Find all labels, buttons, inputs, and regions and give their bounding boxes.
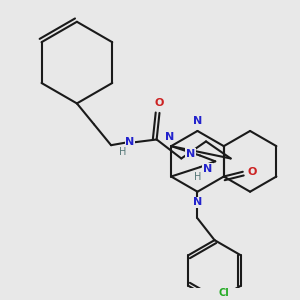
Text: H: H <box>119 147 126 157</box>
Text: H: H <box>194 172 202 182</box>
Text: Cl: Cl <box>218 288 229 298</box>
Text: O: O <box>155 98 164 108</box>
Text: O: O <box>248 167 257 177</box>
Text: N: N <box>203 164 212 174</box>
Text: N: N <box>186 148 195 159</box>
Text: N: N <box>165 132 174 142</box>
Text: N: N <box>193 116 202 127</box>
Text: N: N <box>193 197 202 207</box>
Text: N: N <box>125 137 135 147</box>
